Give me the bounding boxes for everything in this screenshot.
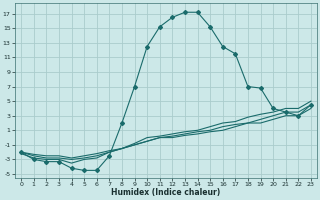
- X-axis label: Humidex (Indice chaleur): Humidex (Indice chaleur): [111, 188, 221, 197]
